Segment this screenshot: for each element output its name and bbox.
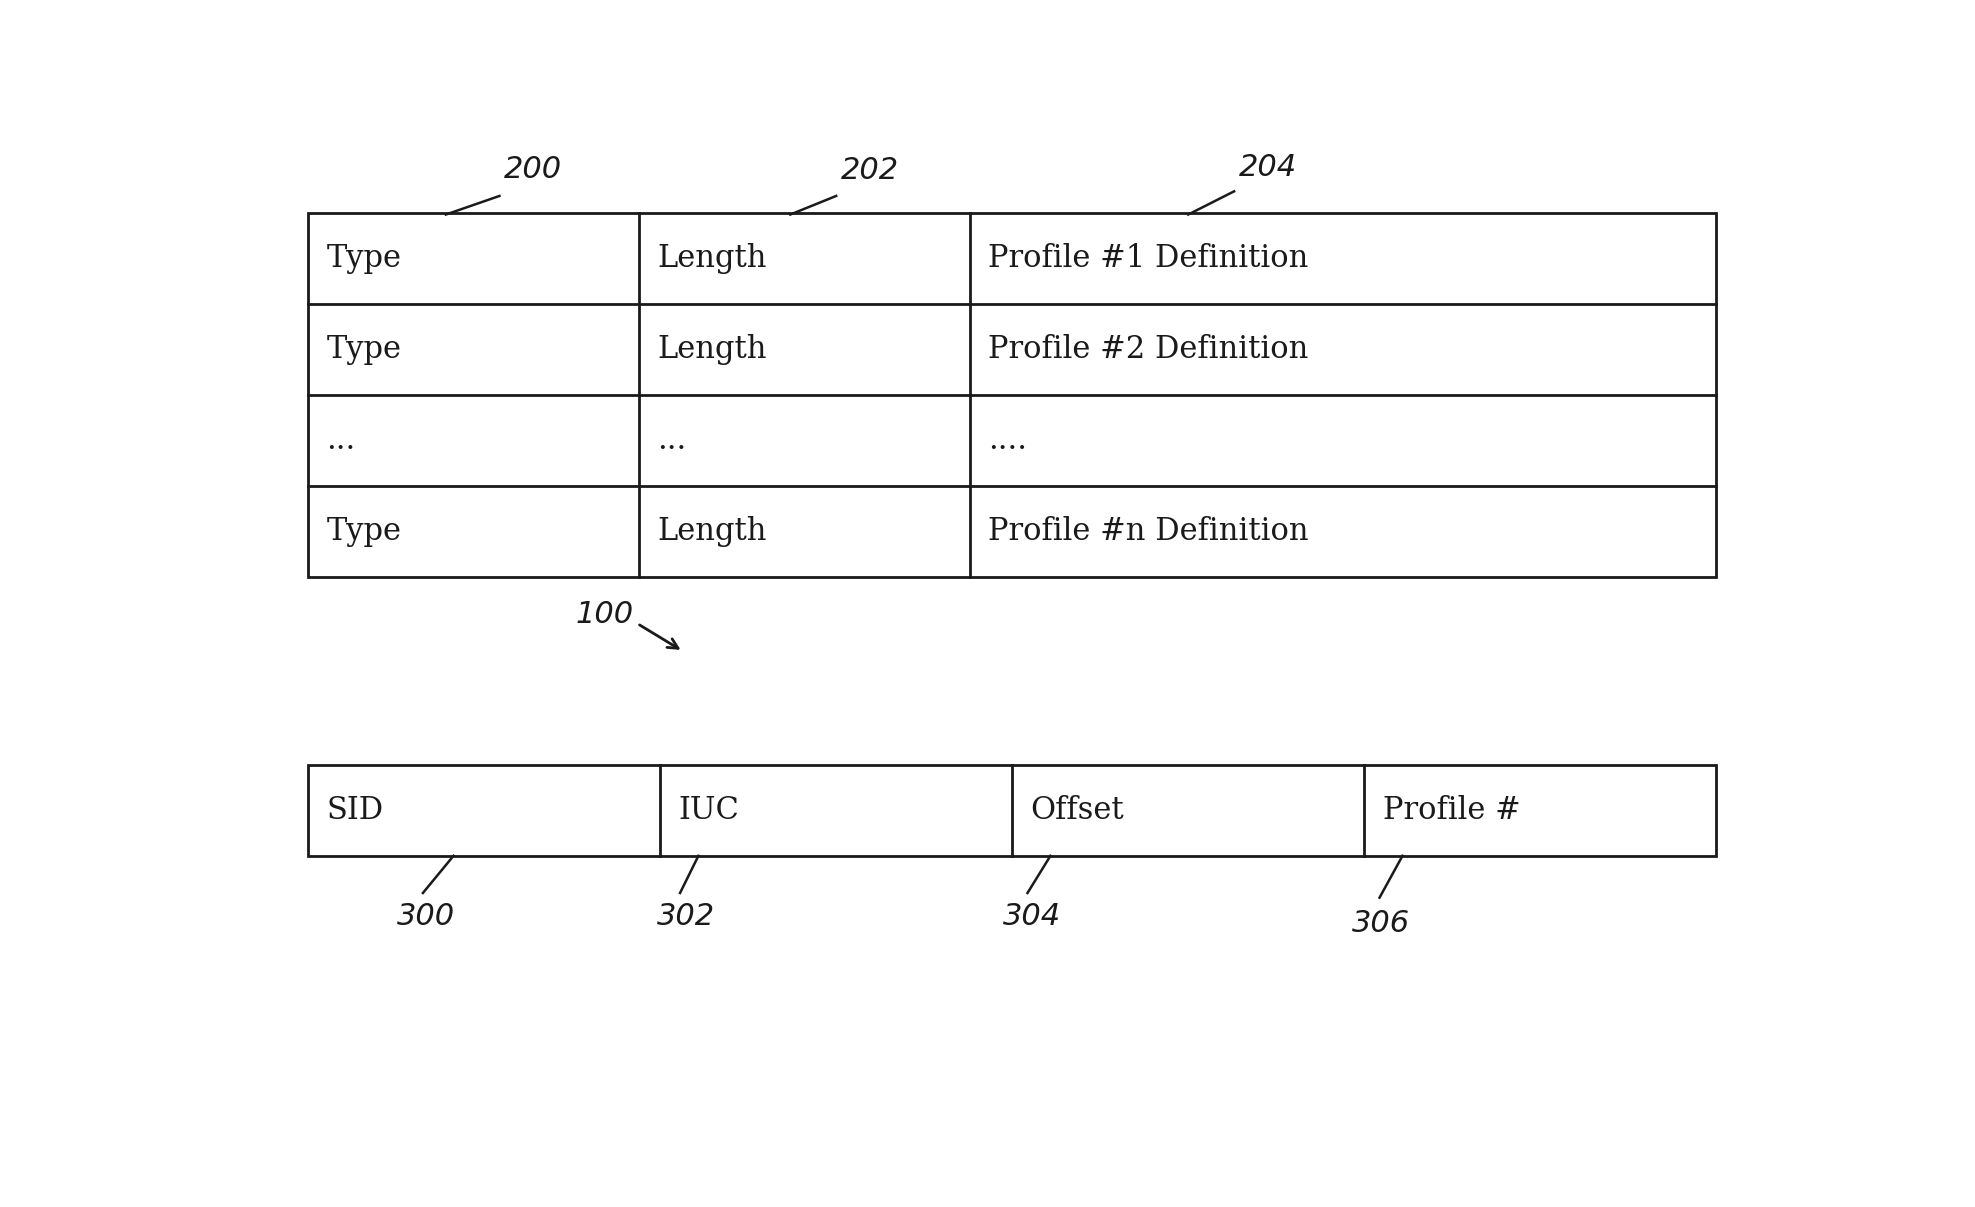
Text: SID: SID bbox=[326, 794, 383, 826]
Text: IUC: IUC bbox=[679, 794, 739, 826]
Text: ...: ... bbox=[658, 425, 687, 456]
Text: Length: Length bbox=[658, 243, 766, 274]
Bar bbox=[308, 212, 1716, 577]
Text: Profile #1 Definition: Profile #1 Definition bbox=[988, 243, 1309, 274]
Text: 100: 100 bbox=[577, 600, 634, 629]
Text: 304: 304 bbox=[1003, 903, 1061, 932]
Text: 202: 202 bbox=[841, 156, 899, 185]
Text: ....: .... bbox=[988, 425, 1027, 456]
Text: 300: 300 bbox=[397, 903, 454, 932]
Text: Type: Type bbox=[326, 515, 401, 547]
Text: 302: 302 bbox=[658, 903, 715, 932]
Text: Length: Length bbox=[658, 334, 766, 365]
Text: 204: 204 bbox=[1238, 153, 1298, 182]
Text: Type: Type bbox=[326, 243, 401, 274]
Text: Type: Type bbox=[326, 334, 401, 365]
Text: Profile #: Profile # bbox=[1382, 794, 1521, 826]
Text: Offset: Offset bbox=[1031, 794, 1124, 826]
Text: Length: Length bbox=[658, 515, 766, 547]
Bar bbox=[308, 765, 1716, 856]
Text: 200: 200 bbox=[504, 154, 563, 183]
Text: 306: 306 bbox=[1353, 909, 1410, 938]
Text: Profile #n Definition: Profile #n Definition bbox=[988, 515, 1309, 547]
Text: Profile #2 Definition: Profile #2 Definition bbox=[988, 334, 1309, 365]
Text: ...: ... bbox=[326, 425, 356, 456]
